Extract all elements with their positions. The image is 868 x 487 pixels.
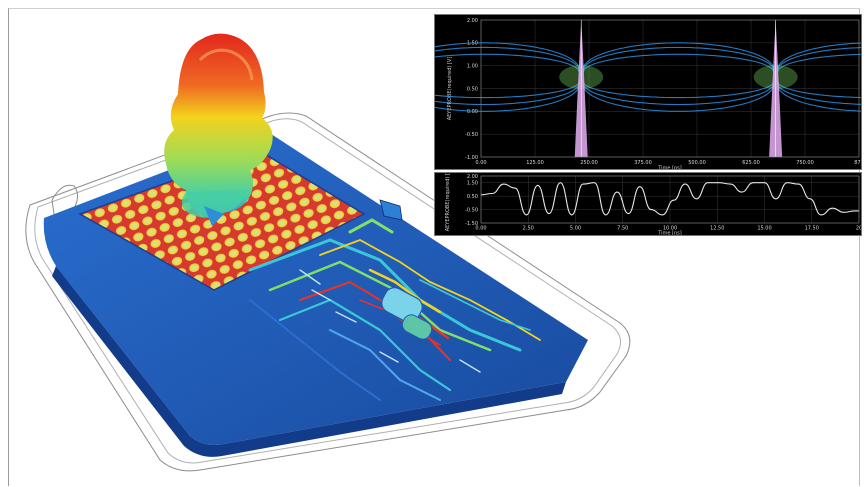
eye-trace xyxy=(775,76,861,105)
eye-y-tick: -1.00 xyxy=(465,155,478,161)
eye-trace xyxy=(580,76,777,106)
eye-trace xyxy=(435,76,582,99)
eye-trace xyxy=(435,42,582,78)
wave-x-tick: 15.00 xyxy=(757,226,771,232)
eye-x-tick: 375.00 xyxy=(634,160,652,166)
eye-y-axis-label: AEYEPROBE(required) [V] xyxy=(447,57,453,121)
wave-y-tick: 2.00 xyxy=(467,174,478,180)
eye-trace xyxy=(435,76,582,106)
eye-y-tick: 2.00 xyxy=(467,18,478,24)
wave-x-tick: 12.50 xyxy=(710,226,724,232)
wave-x-tick: 5.00 xyxy=(570,226,581,232)
eye-diagram-chart: 2.00 1.50 1.00 0.50 0.00 -0.50 -1.00 0.00 125.00… xyxy=(434,14,862,170)
time-waveform-plot: 2.001.50 0.50 -0.50 -1.500.00 2.50 5.00 7.50 10… xyxy=(445,173,861,236)
eye-trace xyxy=(435,53,582,78)
antenna-array xyxy=(80,150,364,290)
wave-y-tick: 0.50 xyxy=(467,194,478,200)
wave-x-tick: 7.50 xyxy=(617,226,628,232)
eye-diagram-plot: 2.001.501.000.500.00-0.50-1.000.00 125.00… xyxy=(435,18,861,170)
eye-trace xyxy=(580,42,777,78)
time-waveform-chart: 2.00 1.50 0.50 -0.50 -1.50 0.00 2.50 5.00 7.50 10… xyxy=(434,172,862,236)
eye-y-tick: 0.50 xyxy=(467,86,478,92)
eye-trace xyxy=(580,53,777,78)
wave-plot-frame xyxy=(480,175,860,224)
surface-current-traces xyxy=(248,218,541,401)
wave-x-tick: 20 xyxy=(856,226,861,232)
wave-x-tick: 17.50 xyxy=(805,226,819,232)
wave-y-tick: 1.50 xyxy=(467,181,478,187)
eye-x-tick: 500.00 xyxy=(688,160,706,166)
eye-trace xyxy=(435,76,582,112)
waveform-series-line xyxy=(480,182,859,216)
eye-x-tick: 125.00 xyxy=(526,160,544,166)
radiation-pattern xyxy=(164,33,273,226)
eye-x-tick: 875 xyxy=(854,160,861,166)
wave-x-axis-label: Time [ns] xyxy=(657,231,682,236)
eye-trace xyxy=(775,76,861,112)
eye-traces xyxy=(435,42,861,112)
eye-trace xyxy=(775,53,861,78)
eye-x-tick: 625.00 xyxy=(742,160,760,166)
eye-trace xyxy=(775,42,861,78)
wave-x-tick: 10.00 xyxy=(663,226,677,232)
figure-frame xyxy=(8,8,860,486)
eye-plot-frame xyxy=(480,19,860,158)
eye-trace xyxy=(435,46,582,78)
wave-y-tick: -0.50 xyxy=(465,207,478,213)
eye-y-tick: -0.50 xyxy=(465,132,478,138)
eye-trace xyxy=(775,47,861,78)
eye-trace xyxy=(580,76,777,112)
wave-x-tick: 2.50 xyxy=(523,226,534,232)
eye-x-tick: 250.00 xyxy=(580,160,598,166)
eye-y-tick: 1.50 xyxy=(467,41,478,47)
wave-x-tick: 0.00 xyxy=(475,226,486,232)
wave-grid xyxy=(480,175,860,224)
wave-y-tick: -1.50 xyxy=(465,221,478,227)
eye-y-tick: 1.00 xyxy=(467,63,478,69)
eye-y-tick: 0.00 xyxy=(467,109,478,115)
eye-x-axis-label: Time [ps] xyxy=(657,166,682,170)
wave-y-axis-label: AEYEPROBE(required) [V] xyxy=(445,173,451,231)
eye-trace xyxy=(580,76,777,99)
eye-trace xyxy=(775,76,861,99)
eye-x-tick: 0.00 xyxy=(475,160,486,166)
eye-x-tick: 750.00 xyxy=(796,160,814,166)
eye-grid xyxy=(480,19,860,158)
eye-trace xyxy=(580,46,777,78)
